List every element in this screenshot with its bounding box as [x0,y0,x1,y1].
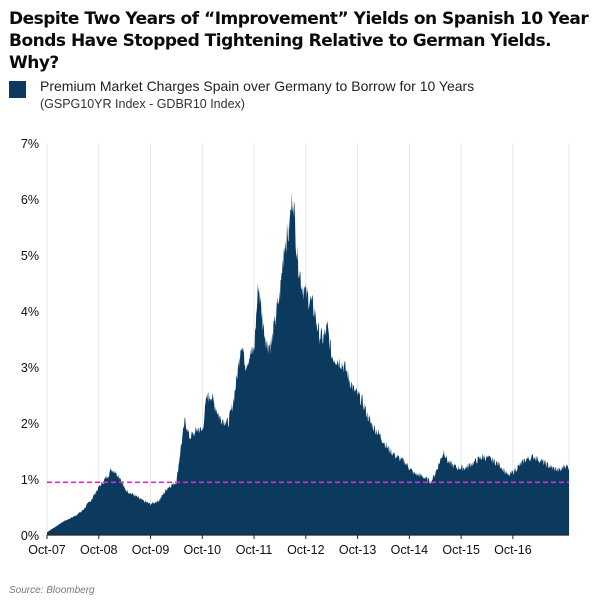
y-tick-label: 5% [21,249,39,263]
x-axis-ticks: Oct-07 Oct-08 Oct-09 Oct-10 Oct-11 Oct-12 Oct-… [28,535,532,557]
y-tick-label: 6% [21,193,39,207]
x-tick-label: Oct-15 [442,543,480,557]
spread-area [47,191,569,535]
y-tick-label: 2% [21,417,39,431]
y-tick-label: 1% [21,473,39,487]
legend-swatch [9,81,26,98]
y-tick-label: 0% [21,529,39,543]
x-tick-label: Oct-07 [28,543,66,557]
x-tick-label: Oct-13 [339,543,377,557]
y-tick-label: 4% [21,305,39,319]
legend-sublabel: (GSPG10YR Index - GDBR10 Index) [40,97,245,111]
x-tick-label: Oct-08 [80,543,118,557]
x-tick-label: Oct-10 [184,543,222,557]
y-axis-ticks: 0% 1% 2% 3% 4% 5% 6% 7% [21,137,39,543]
x-tick-label: Oct-09 [132,543,170,557]
y-tick-label: 3% [21,361,39,375]
x-tick-label: Oct-11 [236,543,273,557]
chart-title: Despite Two Years of “Improvement” Yield… [9,8,594,74]
chart-title-line-1: Despite Two Years of “Improvement” Yield… [9,9,589,29]
x-tick-label: Oct-14 [391,543,429,557]
x-tick-label: Oct-16 [494,543,532,557]
y-tick-label: 7% [21,137,39,151]
x-tick-label: Oct-12 [287,543,325,557]
chart-title-line-2: Bonds Have Stopped Tightening Relative t… [9,31,552,73]
legend-label: Premium Market Charges Spain over German… [40,78,475,94]
source-note: Source: Bloomberg [9,585,95,596]
